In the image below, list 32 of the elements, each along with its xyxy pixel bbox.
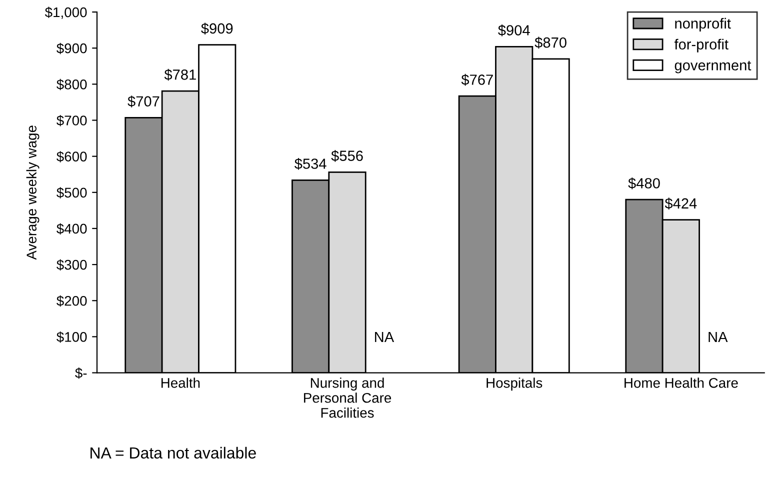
y-tick-label: $400 <box>56 223 87 234</box>
y-axis-title: Average weekly wage <box>26 126 40 260</box>
data-label: $909 <box>201 22 233 35</box>
y-tick-label: $900 <box>56 42 87 54</box>
y-tick-label: $500 <box>56 187 87 198</box>
text: NA = Data not available <box>90 446 256 459</box>
data-label: $556 <box>331 150 363 162</box>
text: NA <box>375 332 394 342</box>
legend-label: government <box>674 60 752 74</box>
y-tick-label: $800 <box>56 78 87 90</box>
y-tick-label: $700 <box>56 115 87 126</box>
data-label: $707 <box>128 96 160 108</box>
data-label: $534 <box>294 158 326 170</box>
legend-label: nonprofit <box>675 18 731 32</box>
legend-label: for-profit <box>674 38 728 52</box>
data-label: $781 <box>164 68 196 81</box>
x-tick-label: Home Health Care <box>624 378 738 388</box>
y-tick-label: $200 <box>56 295 87 307</box>
text: NA <box>708 332 728 342</box>
y-tick-label: $600 <box>56 151 87 162</box>
data-label: $767 <box>461 74 493 86</box>
data-label: $424 <box>664 198 697 210</box>
x-tick-label: Nursing and Personal Care Facilities <box>304 378 392 418</box>
y-tick-label: $100 <box>56 331 87 343</box>
data-label: $870 <box>534 36 566 49</box>
data-label: $480 <box>628 177 660 190</box>
x-tick-label: Health <box>161 378 200 388</box>
y-tick-label: $300 <box>56 259 87 271</box>
data-label: $904 <box>498 24 530 36</box>
y-tick-label: $- <box>75 368 87 379</box>
y-tick-label: $1,000 <box>44 6 87 19</box>
x-tick-label: Hospitals <box>486 378 542 391</box>
